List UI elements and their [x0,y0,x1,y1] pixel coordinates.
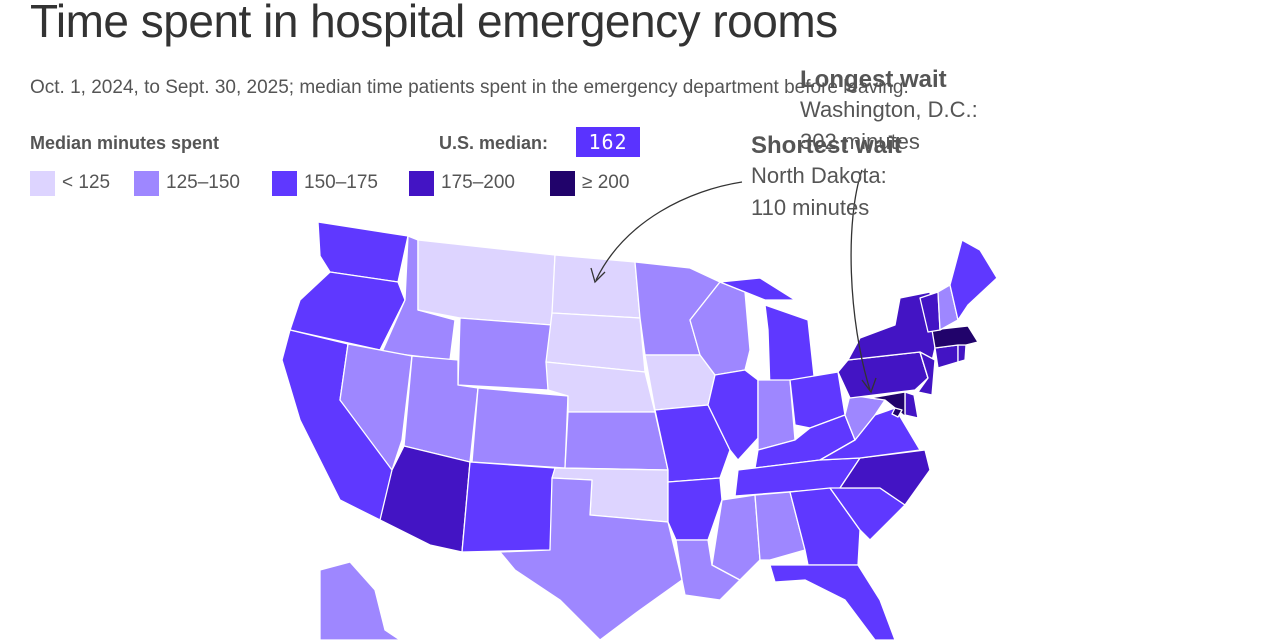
legend-label: 125–150 [166,172,240,193]
state-md [869,391,916,426]
longest-wait-arrow [850,169,871,391]
state-tx [499,477,683,640]
state-nv [339,343,413,471]
state-al [754,491,806,561]
legend-label: 175–200 [441,172,515,193]
state-de [904,391,919,419]
state-ma [931,325,979,349]
state-ia [644,354,716,411]
legend-swatch [272,171,297,196]
state-co [471,387,569,469]
shortest-wait-heading: Shortest wait [751,132,902,159]
state-nj [917,351,936,396]
state-ct [934,344,959,369]
state-nd [551,254,641,319]
longest-wait-state: Washington, D.C.: [800,97,978,122]
shortest-wait-annotation: Shortest wait North Dakota: 110 minutes [751,132,902,224]
longest-wait-value: 302 minutes [800,129,920,154]
state-fl [769,564,896,640]
longest-wait-annotation: Longest wait Washington, D.C.: 302 minut… [800,66,978,158]
state-nm [461,461,556,553]
state-ak [319,561,401,640]
legend-swatch [30,171,55,196]
longest-wait-arrowhead [861,377,877,394]
legend-label: ≥ 200 [582,172,630,193]
state-il [707,369,759,461]
chart-title: Time spent in hospital emergency rooms [30,0,838,47]
legend-label: 150–175 [304,172,378,193]
state-ms [711,494,761,581]
state-wy [457,317,553,391]
shortest-wait-state: North Dakota: [751,163,887,188]
state-in [757,379,796,451]
state-ar [667,477,723,541]
shortest-wait-value: 110 minutes [751,195,870,220]
legend-label: < 125 [62,172,111,193]
legend-swatch [550,171,575,196]
state-ks [564,411,669,471]
legend-swatch [409,171,434,196]
shortest-wait-arrowhead [590,267,606,284]
state-me [949,239,998,321]
state-ri [957,344,967,363]
us-median-value: 162 [576,127,640,157]
state-mt [417,239,556,326]
us-median-label: U.S. median: [439,133,549,153]
state-dc [891,407,903,418]
chart-subtitle: Oct. 1, 2024, to Sept. 30, 2025; median … [30,77,909,98]
annotation-arrows [590,169,877,394]
longest-wait-heading: Longest wait [800,66,947,93]
legend-title: Median minutes spent [30,133,220,153]
shortest-wait-arrow [595,181,743,281]
legend-swatch [134,171,159,196]
state-la [675,539,741,601]
